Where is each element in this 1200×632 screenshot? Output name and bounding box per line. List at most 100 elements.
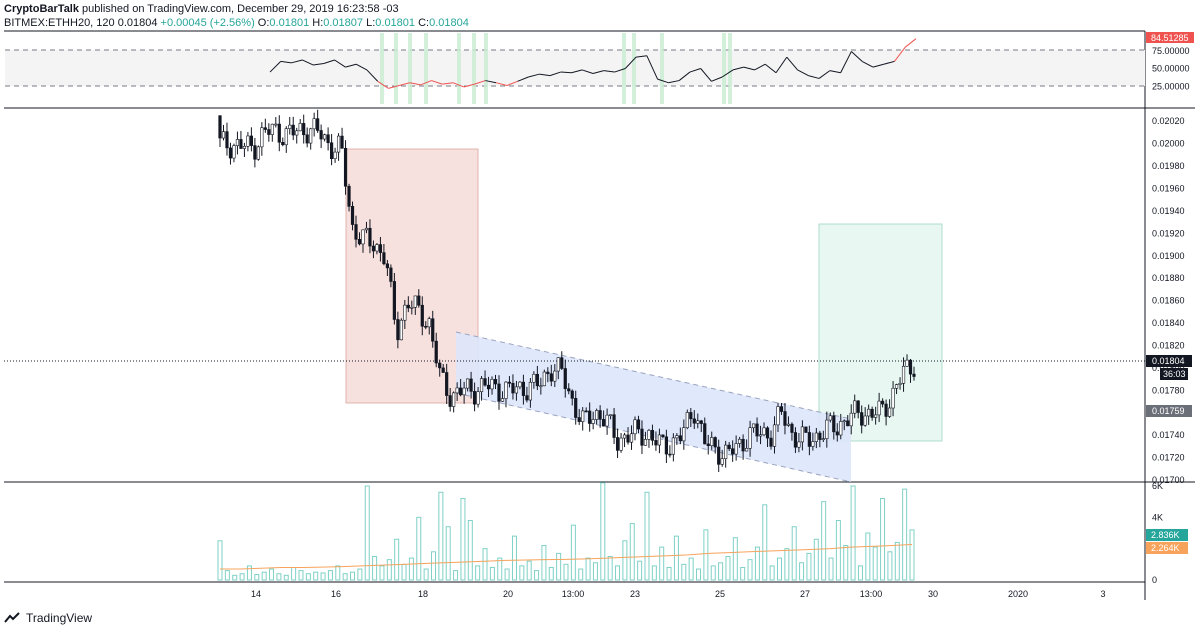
volume-bar — [629, 523, 635, 581]
rsi-pane[interactable]: 75.00000 50.00000 25.00000 84.51285 — [5, 32, 1194, 104]
volume-bar — [615, 565, 621, 581]
rsi-line-segment — [603, 70, 615, 73]
price-tick-label: 0.01900 — [1152, 251, 1185, 261]
candle-body — [378, 244, 383, 253]
volume-bar — [497, 557, 503, 581]
candle-body — [584, 410, 588, 413]
candle-body — [399, 319, 403, 341]
pane-frames — [4, 30, 1195, 600]
volume-bar — [872, 546, 878, 581]
volume-bar — [313, 571, 319, 581]
volume-bar — [865, 532, 871, 581]
rsi-value-tag — [1146, 32, 1194, 43]
candle-body — [553, 370, 557, 382]
candle-body — [267, 129, 271, 135]
rsi-line-segment — [894, 46, 906, 62]
candle-body — [762, 427, 766, 436]
candle-body — [633, 419, 637, 435]
candle-body — [797, 441, 801, 448]
rsi-line-segment — [442, 82, 454, 85]
candle-body — [260, 127, 264, 148]
rsi-line-segment — [700, 68, 712, 82]
volume-bar — [828, 557, 834, 581]
candle-body — [305, 134, 309, 144]
publisher-name[interactable]: CryptoBarTalk — [4, 3, 79, 15]
rsi-line-segment — [345, 63, 357, 68]
candle-body — [483, 378, 487, 386]
open-label: O: — [257, 17, 270, 29]
countdown-label: 36:03 — [1163, 369, 1186, 379]
candle-body — [839, 421, 843, 436]
candle-body — [588, 410, 592, 424]
price-pane[interactable]: 0.02020 0.02000 0.01980 0.01960 0.01940 0.019… — [4, 109, 1192, 485]
candle-body — [246, 135, 250, 147]
candle-body — [608, 414, 613, 417]
volume-bar — [806, 552, 812, 581]
volume-bar — [423, 568, 429, 581]
volume-bar — [548, 566, 554, 581]
candle-body — [497, 383, 501, 402]
candle-body — [811, 441, 815, 447]
candle-body — [539, 385, 543, 388]
time-axis[interactable]: 14 16 18 20 13:00 23 25 27 13:00 30 2020 3 — [251, 589, 1106, 599]
volume-bar — [482, 548, 488, 581]
candle-body — [818, 432, 822, 440]
volume-value-label: 2.836K — [1151, 530, 1180, 540]
candle-body — [546, 371, 550, 375]
candle-body — [835, 431, 839, 436]
time-tick-label: 23 — [630, 589, 640, 599]
candle-body — [776, 406, 780, 426]
descending-channel[interactable] — [456, 332, 851, 482]
candle-body — [849, 412, 853, 427]
rsi-line-segment — [904, 38, 917, 48]
rsi-line-segment — [883, 60, 895, 65]
candle-body — [710, 437, 714, 446]
candle-body — [671, 437, 675, 455]
candle-body — [455, 387, 459, 394]
price-tick-label: 0.01820 — [1152, 340, 1185, 350]
rsi-line-segment — [485, 80, 497, 84]
volume-bar — [703, 529, 709, 581]
rsi-line-segment — [592, 70, 604, 74]
candle-body — [368, 227, 372, 247]
candle-body — [525, 395, 529, 401]
time-tick-label: 2020 — [1008, 589, 1028, 599]
rsi-band-background — [5, 50, 1145, 86]
rsi-highlight-bar — [380, 33, 384, 104]
candle-body — [699, 420, 703, 424]
candle-body — [894, 384, 899, 389]
rsi-line-segment — [495, 82, 507, 87]
footer-brand[interactable]: TradingView — [26, 611, 93, 625]
candle-body — [420, 304, 424, 327]
candle-body — [682, 427, 686, 442]
candle-body — [298, 123, 302, 132]
candle-body — [291, 124, 295, 136]
rsi-line-segment — [582, 69, 594, 74]
volume-bar — [880, 498, 886, 581]
volume-bar — [902, 488, 908, 581]
candle-body — [253, 145, 257, 160]
candle-body — [643, 439, 648, 446]
candle-body — [427, 318, 431, 328]
rsi-line-segment — [668, 80, 680, 84]
candle-body — [793, 432, 798, 448]
rsi-highlight-bars — [380, 33, 732, 104]
candle-body — [692, 418, 696, 424]
volume-bar — [534, 570, 540, 581]
candle-body — [242, 146, 247, 149]
candle-body — [528, 381, 532, 401]
rsi-line-segment — [313, 63, 324, 66]
volume-pane[interactable]: 6K 4K 0 2.836K 2.264K — [217, 481, 1188, 585]
price-tick-label: 0.01860 — [1152, 296, 1185, 306]
candle-body — [472, 391, 477, 405]
candle-body — [595, 410, 599, 420]
candle-body — [870, 408, 874, 418]
candle-body — [800, 426, 805, 443]
candle-body — [668, 453, 672, 456]
time-tick-label: 3 — [1100, 589, 1105, 599]
candle-body — [581, 410, 585, 422]
price-tick-label: 0.01800 — [1152, 363, 1185, 373]
candle-body — [657, 434, 662, 446]
candle-body — [284, 128, 288, 146]
